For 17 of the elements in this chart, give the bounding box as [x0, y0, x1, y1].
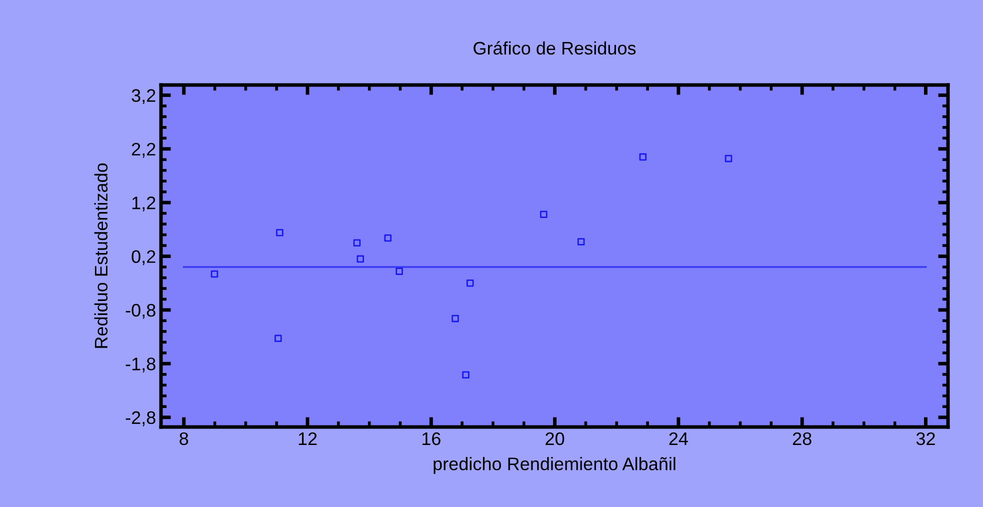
y-tick-label: 1,2	[132, 196, 156, 212]
y-tick-label: 3,2	[132, 89, 156, 104]
x-tick-label: 28	[792, 432, 812, 446]
x-tick-label: 32	[916, 432, 935, 446]
x-tick-label: 16	[422, 432, 440, 446]
y-tick-label: 2,2	[132, 142, 156, 158]
x-tick-label: 12	[298, 432, 317, 445]
y-tick-label: -2,8	[126, 411, 156, 426]
chart-title: Gráfico de Residuos	[474, 41, 636, 55]
x-tick-label: 24	[669, 432, 688, 445]
y-tick-label: 0,2	[132, 250, 156, 266]
y-axis-title: Rediduo Estudentizado	[94, 163, 108, 348]
x-axis-title: predicho Rendiemiento Albañil	[434, 457, 676, 474]
y-tick-label: -1,8	[126, 358, 156, 372]
x-tick-label: 8	[180, 432, 188, 446]
x-tick-label: 20	[546, 432, 564, 446]
y-tick-label: -0,8	[126, 304, 156, 319]
